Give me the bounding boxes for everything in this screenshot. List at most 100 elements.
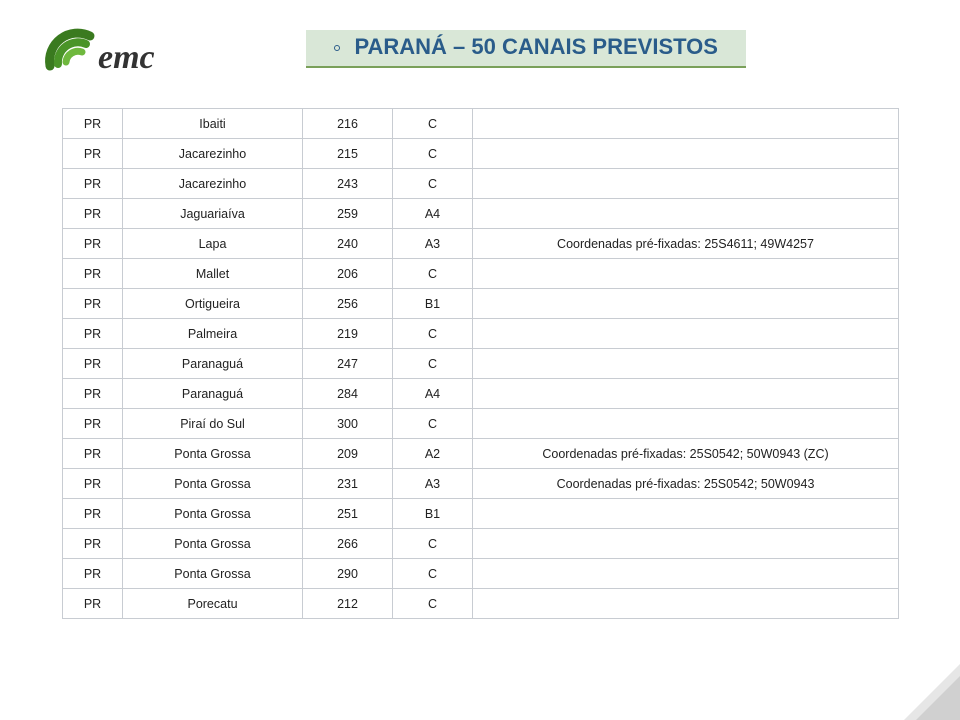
table-cell: PR — [63, 229, 123, 259]
table-cell: 259 — [303, 199, 393, 229]
table-row: PRLapa240A3Coordenadas pré-fixadas: 25S4… — [63, 229, 899, 259]
table-cell: B1 — [393, 499, 473, 529]
table-row: PRJacarezinho215C — [63, 139, 899, 169]
table-cell: C — [393, 109, 473, 139]
slide-title-container: PARANÁ – 50 CANAIS PREVISTOS — [306, 30, 846, 68]
table-cell: Coordenadas pré-fixadas: 25S4611; 49W425… — [473, 229, 899, 259]
table-cell: Porecatu — [123, 589, 303, 619]
table-cell: 243 — [303, 169, 393, 199]
table-cell — [473, 289, 899, 319]
table-row: PRPonta Grossa209A2Coordenadas pré-fixad… — [63, 439, 899, 469]
table-cell: Jaguariaíva — [123, 199, 303, 229]
table-cell: Mallet — [123, 259, 303, 289]
table-cell: PR — [63, 499, 123, 529]
table-cell — [473, 349, 899, 379]
table-cell — [473, 199, 899, 229]
table-cell: C — [393, 589, 473, 619]
table-cell: Paranaguá — [123, 379, 303, 409]
table-cell: C — [393, 139, 473, 169]
table-cell: C — [393, 259, 473, 289]
table-cell: Ortigueira — [123, 289, 303, 319]
table-cell: C — [393, 409, 473, 439]
table-cell: 300 — [303, 409, 393, 439]
table-cell: 216 — [303, 109, 393, 139]
table-row: PRPorecatu212C — [63, 589, 899, 619]
table-cell: C — [393, 349, 473, 379]
svg-text:emc: emc — [98, 39, 155, 76]
table-cell: C — [393, 169, 473, 199]
table-cell — [473, 409, 899, 439]
table-cell: 266 — [303, 529, 393, 559]
table-cell: Piraí do Sul — [123, 409, 303, 439]
table-row: PRIbaiti216C — [63, 109, 899, 139]
table-cell: Ponta Grossa — [123, 469, 303, 499]
table-cell: PR — [63, 469, 123, 499]
table-cell: 247 — [303, 349, 393, 379]
table-row: PRJaguariaíva259A4 — [63, 199, 899, 229]
table-cell: Lapa — [123, 229, 303, 259]
table-cell: PR — [63, 319, 123, 349]
table-cell: 215 — [303, 139, 393, 169]
table-cell: Ponta Grossa — [123, 529, 303, 559]
table-cell: 290 — [303, 559, 393, 589]
table-row: PRPonta Grossa290C — [63, 559, 899, 589]
table-cell: PR — [63, 379, 123, 409]
table-row: PRPonta Grossa266C — [63, 529, 899, 559]
table-cell: Palmeira — [123, 319, 303, 349]
table-cell: A2 — [393, 439, 473, 469]
table-row: PRPiraí do Sul300C — [63, 409, 899, 439]
table-row: PRParanaguá247C — [63, 349, 899, 379]
table-cell: C — [393, 559, 473, 589]
table-cell: 251 — [303, 499, 393, 529]
table-cell — [473, 589, 899, 619]
table-cell: B1 — [393, 289, 473, 319]
slide-title-box: PARANÁ – 50 CANAIS PREVISTOS — [306, 30, 746, 68]
table-cell — [473, 529, 899, 559]
table-cell: PR — [63, 169, 123, 199]
table-cell: Jacarezinho — [123, 139, 303, 169]
table-row: PRPalmeira219C — [63, 319, 899, 349]
title-bullet — [334, 45, 340, 51]
table-cell: PR — [63, 529, 123, 559]
table-cell: Ponta Grossa — [123, 499, 303, 529]
table-cell — [473, 169, 899, 199]
table-cell: A3 — [393, 469, 473, 499]
table-row: PRParanaguá284A4 — [63, 379, 899, 409]
table-row: PROrtigueira256B1 — [63, 289, 899, 319]
table-row: PRPonta Grossa231A3Coordenadas pré-fixad… — [63, 469, 899, 499]
table-cell: Coordenadas pré-fixadas: 25S0542; 50W094… — [473, 469, 899, 499]
channel-table: PRIbaiti216CPRJacarezinho215CPRJacarezin… — [62, 108, 899, 619]
table-cell — [473, 559, 899, 589]
table-cell: 219 — [303, 319, 393, 349]
table-cell: Coordenadas pré-fixadas: 25S0542; 50W094… — [473, 439, 899, 469]
table-cell — [473, 139, 899, 169]
page-curl-inner — [916, 676, 960, 720]
table-cell: Ibaiti — [123, 109, 303, 139]
table-cell: 284 — [303, 379, 393, 409]
table-cell: C — [393, 529, 473, 559]
table-cell: C — [393, 319, 473, 349]
table-cell: 212 — [303, 589, 393, 619]
table-cell: PR — [63, 589, 123, 619]
table-cell: PR — [63, 199, 123, 229]
table-cell: PR — [63, 259, 123, 289]
table-cell: A3 — [393, 229, 473, 259]
table-row: PRPonta Grossa251B1 — [63, 499, 899, 529]
table-cell — [473, 379, 899, 409]
table-cell: PR — [63, 559, 123, 589]
table-cell: A4 — [393, 379, 473, 409]
table-row: PRMallet206C — [63, 259, 899, 289]
table-cell: Paranaguá — [123, 349, 303, 379]
table-row: PRJacarezinho243C — [63, 169, 899, 199]
table-cell: PR — [63, 109, 123, 139]
table-cell: PR — [63, 289, 123, 319]
table-cell: 206 — [303, 259, 393, 289]
table-cell: 231 — [303, 469, 393, 499]
table-cell — [473, 259, 899, 289]
table-cell: PR — [63, 409, 123, 439]
slide-title: PARANÁ – 50 CANAIS PREVISTOS — [354, 34, 718, 59]
table-cell: Jacarezinho — [123, 169, 303, 199]
table-cell: PR — [63, 139, 123, 169]
table-cell: 209 — [303, 439, 393, 469]
table-cell: Ponta Grossa — [123, 439, 303, 469]
